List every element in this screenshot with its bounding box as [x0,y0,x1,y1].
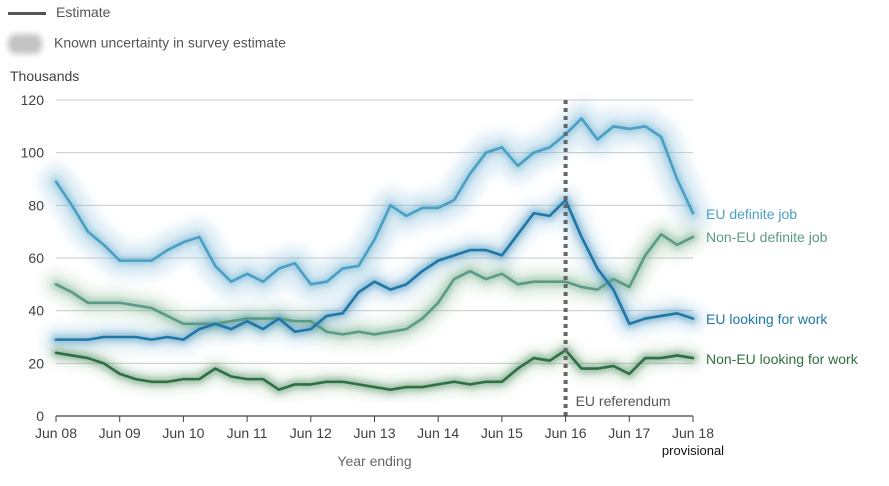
series-line-non-eu-definite-job [54,233,695,336]
x-tick-label-jun-11: Jun 11 [227,425,268,441]
y-tick-label-20: 20 [28,355,44,371]
x-tick-label-jun-16: Jun 16 [545,425,587,441]
series-label-eu-definite-job: EU definite job [706,206,797,222]
x-axis-title: Year ending [337,453,411,469]
series-glow-non-eu-looking-for-work [51,345,698,395]
y-tick-label-40: 40 [28,303,44,319]
legend-estimate: Estimate [8,4,110,20]
legend-uncertainty-label: Known uncertainty in survey estimate [54,34,286,51]
x-tick-label-jun-15: Jun 15 [481,425,523,441]
referendum-annotation: EU referendum [576,393,671,409]
series-label-non-eu-looking-for-work: Non-EU looking for work [706,351,859,367]
estimate-line-swatch [8,11,46,15]
legend-estimate-label: Estimate [56,4,111,20]
y-tick-label-120: 120 [21,92,45,108]
x-tick-label-jun-14: Jun 14 [417,425,459,441]
uncertainty-swatch [8,34,42,54]
series-lines [54,117,695,391]
provisional-note: provisional [662,443,724,458]
x-tick-label-jun-09: Jun 09 [99,425,141,441]
y-tick-label-0: 0 [36,408,44,424]
series-line-eu-definite-job [54,117,695,286]
x-tick-label-jun-12: Jun 12 [290,425,332,441]
series-label-non-eu-definite-job: Non-EU definite job [706,229,828,245]
legend-uncertainty: Known uncertainty in survey estimate [8,34,286,54]
x-tick-label-jun-13: Jun 13 [353,425,395,441]
y-tick-label-80: 80 [28,197,44,213]
x-tick-label-jun-08: Jun 08 [35,425,77,441]
y-tick-label-60: 60 [28,250,44,266]
x-tick-label-jun-10: Jun 10 [162,425,204,441]
uncertainty-bands [40,102,709,399]
series-label-eu-looking-for-work: EU looking for work [706,311,828,327]
series-labels: EU definite job Non-EU definite job EU loo… [706,206,859,367]
series-line-non-eu-looking-for-work [54,348,695,391]
x-tick-label-jun-17: Jun 17 [608,425,650,441]
axes: 0 20 40 60 80 100 120 EU referendum Jun 08 Jun 09… [21,92,725,469]
x-tick-label-jun-18: Jun 18 [672,425,714,441]
series-line-eu-looking-for-work [54,198,695,341]
y-unit-label: Thousands [10,68,80,84]
y-tick-label-100: 100 [21,145,45,161]
